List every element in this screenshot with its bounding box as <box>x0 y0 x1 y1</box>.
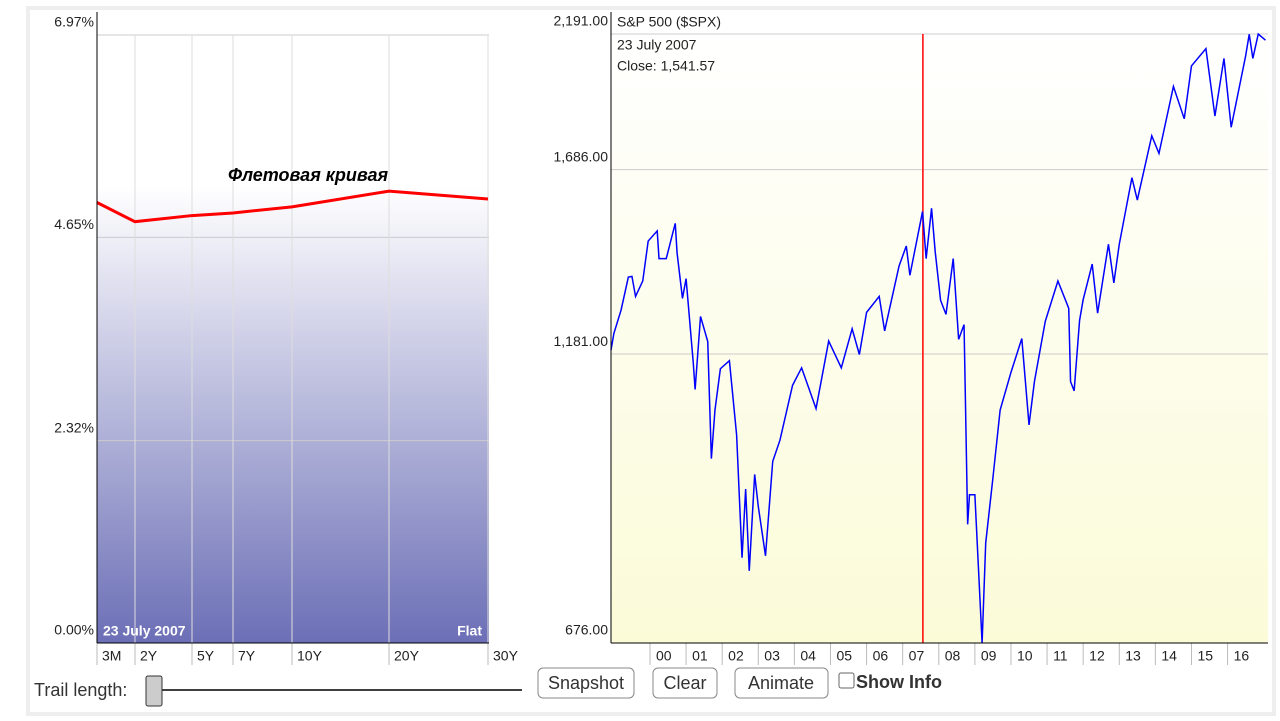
annotation: Флетовая кривая <box>228 165 389 185</box>
y-tick-label: 0.00% <box>54 622 94 638</box>
x-tick-label: 00 <box>656 648 672 664</box>
right-plot-bg <box>611 34 1268 643</box>
x-tick-label: 12 <box>1089 648 1105 664</box>
button-label: Clear <box>663 673 706 693</box>
snapshot-button[interactable] <box>537 667 635 699</box>
curve-shape-label: Flat <box>457 623 482 639</box>
x-tick-label: 30Y <box>493 648 519 664</box>
yield-chart: 0.00% 2.32% 4.65% 6.97% 3M 2Y 5Y 7Y 10Y 20Y 30Y Фле… <box>54 12 519 665</box>
x-tick-label: 2Y <box>140 648 158 664</box>
x-tick-label: 11 <box>1053 648 1068 664</box>
y-tick-label: 6.97% <box>54 14 94 30</box>
x-tick-label: 07 <box>909 648 925 664</box>
x-tick-label: 14 <box>1161 648 1177 664</box>
date-label: 23 July 2007 <box>617 37 697 53</box>
y-tick-label: 2.32% <box>54 419 94 435</box>
x-tick-label: 16 <box>1234 648 1250 664</box>
x-tick-label: 13 <box>1125 648 1141 664</box>
y-tick-label: 1,686.00 <box>554 148 609 164</box>
x-tick-label: 04 <box>800 648 816 664</box>
left-plot-bg <box>97 35 489 643</box>
y-tick-label: 676.00 <box>565 622 608 638</box>
slider-thumb[interactable] <box>145 675 163 707</box>
x-tick-label: 10Y <box>297 648 323 664</box>
x-tick-label: 10 <box>1017 648 1033 664</box>
y-tick-label: 2,191.00 <box>554 13 609 29</box>
controls: Trail length: Snapshot Clear Animate Sho… <box>34 667 942 707</box>
x-tick-label: 09 <box>981 648 997 664</box>
frame <box>26 6 1276 716</box>
x-tick-label: 15 <box>1197 648 1213 664</box>
trail-label: Trail length: <box>34 680 127 700</box>
x-tick-label: 3M <box>102 648 121 664</box>
data-line <box>96 189 489 224</box>
spx-chart: 676.00 1,181.00 1,686.00 2,191.00 00 01 02 03 04… <box>554 12 1268 665</box>
chart-title: S&P 500 ($SPX) <box>617 14 721 30</box>
x-tick-label: 02 <box>728 648 744 664</box>
x-tick-label: 03 <box>764 648 780 664</box>
x-tick-label: 01 <box>692 648 708 664</box>
x-tick-label: 06 <box>873 648 889 664</box>
y-tick-label: 1,181.00 <box>554 333 609 349</box>
button-label: Snapshot <box>548 673 624 693</box>
x-tick-label: 20Y <box>394 648 420 664</box>
x-tick-label: 08 <box>945 648 961 664</box>
y-tick-label: 4.65% <box>54 216 94 232</box>
x-tick-label: 05 <box>836 648 852 664</box>
button-label: Animate <box>748 673 814 693</box>
x-tick-label: 5Y <box>197 648 215 664</box>
clear-button[interactable] <box>652 667 718 699</box>
animate-button[interactable] <box>734 667 829 699</box>
close-label: Close: 1,541.57 <box>617 58 715 74</box>
date-label: 23 July 2007 <box>103 623 186 639</box>
data-line <box>610 32 1266 644</box>
x-tick-label: 7Y <box>238 648 256 664</box>
show-info-checkbox[interactable] <box>838 672 855 689</box>
checkbox-label: Show Info <box>856 672 942 692</box>
